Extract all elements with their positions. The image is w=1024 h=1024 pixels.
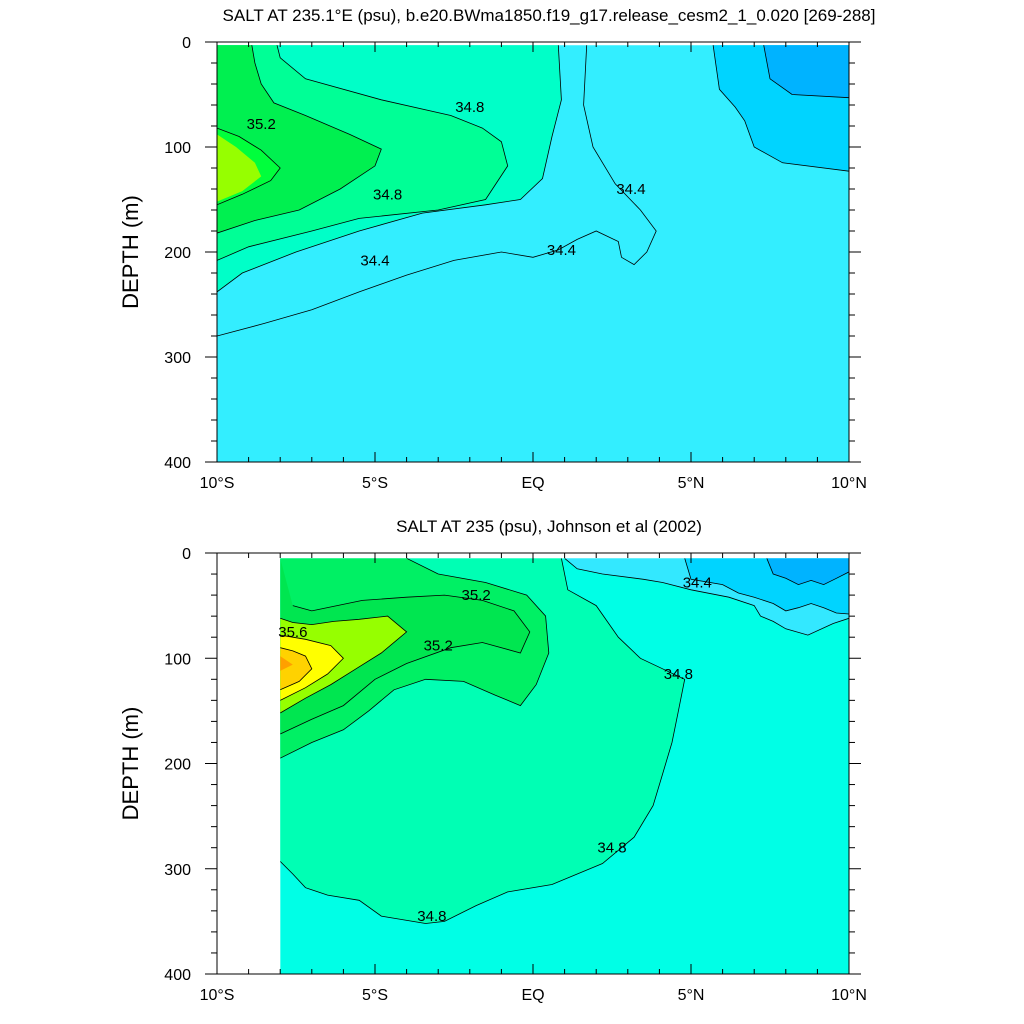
contour-line xyxy=(280,594,531,735)
contour-line xyxy=(280,647,313,691)
y-tick-label: 0 xyxy=(182,546,191,563)
contour-label: 34.8 xyxy=(417,908,446,925)
y-tick-label: 200 xyxy=(164,245,191,262)
contour-label: 34.4 xyxy=(616,181,645,198)
x-tick-label: EQ xyxy=(521,475,544,492)
y-tick-label: 100 xyxy=(164,140,191,157)
y-tick-label: 300 xyxy=(164,862,191,879)
contour-line xyxy=(280,558,550,759)
x-tick-label: EQ xyxy=(521,987,544,1004)
y-tick-label: 400 xyxy=(164,967,191,984)
contour-region xyxy=(766,558,849,585)
contour-line xyxy=(712,45,849,172)
contour-line xyxy=(684,558,849,615)
contour-label: 34.4 xyxy=(547,242,576,259)
x-tick-label: 5°S xyxy=(362,475,388,492)
contour-line xyxy=(217,127,281,206)
y-tick-label: 200 xyxy=(164,757,191,774)
x-tick-label: 10°S xyxy=(200,475,235,492)
contour-region xyxy=(280,656,293,671)
contour-line xyxy=(280,558,686,924)
contour-label: 35.2 xyxy=(247,116,276,133)
contour-region xyxy=(280,616,407,713)
x-tick-label: 5°N xyxy=(678,475,705,492)
x-tick-label: 5°S xyxy=(362,987,388,1004)
chart-title: SALT AT 235 (psu), Johnson et al (2002) xyxy=(396,517,702,536)
contour-line xyxy=(217,45,562,293)
contour-label: 34.8 xyxy=(597,840,626,857)
contour-field xyxy=(280,558,849,974)
contour-label: 35.6 xyxy=(278,624,307,641)
contour-label: 34.8 xyxy=(455,99,484,116)
y-tick-label: 100 xyxy=(164,651,191,668)
contour-region xyxy=(280,558,530,734)
contour-region xyxy=(763,45,849,98)
contour-line xyxy=(217,45,382,234)
y-axis-label: DEPTH (m) xyxy=(118,707,143,821)
contour-line xyxy=(766,558,849,586)
contour-label: 35.2 xyxy=(462,587,491,604)
contour-region xyxy=(217,134,262,202)
contour-line xyxy=(217,45,657,337)
bottom-panel: 35.2 35.6 35.2 34.8 34.8 34.8 34.4 10°S 5°S EQ 5°N… xyxy=(118,517,867,1004)
contour-line xyxy=(763,45,849,99)
x-tick-label: 10°N xyxy=(831,475,867,492)
contour-field xyxy=(217,45,849,463)
contour-line xyxy=(564,558,849,636)
chart-title: SALT AT 235.1°E (psu), b.e20.BWma1850.f1… xyxy=(223,6,876,25)
y-tick-label: 300 xyxy=(164,350,191,367)
contour-line xyxy=(280,634,344,701)
contour-region xyxy=(280,635,344,701)
contour-line xyxy=(280,615,408,714)
y-tick-label: 400 xyxy=(164,455,191,472)
contour-label: 35.2 xyxy=(424,638,453,655)
y-tick-label: 0 xyxy=(182,35,191,52)
x-tick-label: 10°S xyxy=(200,987,235,1004)
contour-region xyxy=(280,647,312,690)
contour-label: 34.4 xyxy=(683,574,712,591)
contour-label: 34.4 xyxy=(360,252,389,269)
contour-label: 34.8 xyxy=(664,666,693,683)
contour-line xyxy=(217,45,509,261)
contour-label: 34.8 xyxy=(373,186,402,203)
top-panel: 34.8 35.2 34.8 34.4 34.4 34.4 10°S 5°S EQ 5°N 10°N… xyxy=(118,6,875,492)
x-tick-label: 10°N xyxy=(831,987,867,1004)
y-axis-label: DEPTH (m) xyxy=(118,195,143,309)
x-tick-label: 5°N xyxy=(678,987,705,1004)
